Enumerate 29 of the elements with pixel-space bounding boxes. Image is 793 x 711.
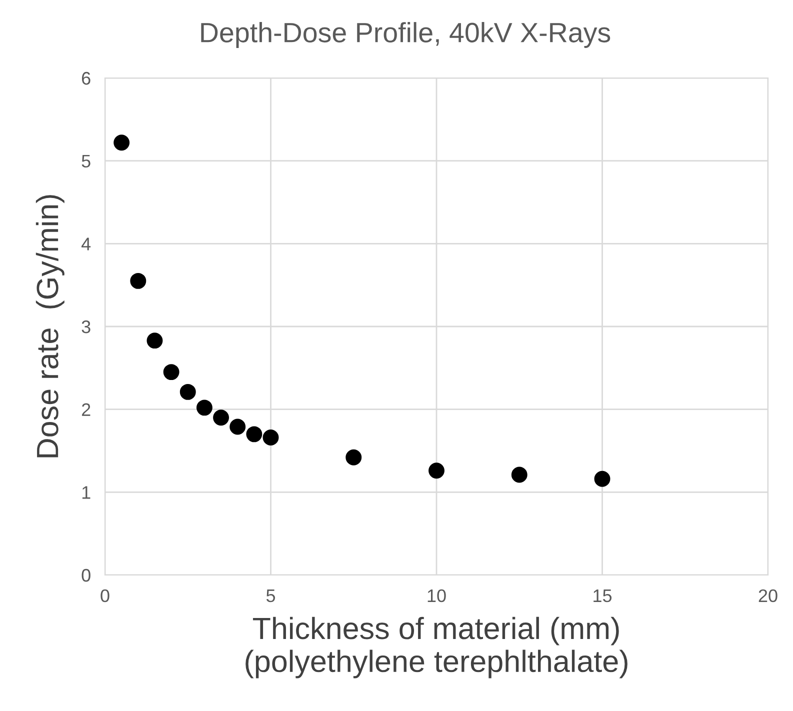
x-tick-label: 10 (428, 589, 446, 602)
point (213, 410, 230, 426)
point (346, 449, 362, 466)
point (180, 384, 196, 400)
chart-title: Depth-Dose Profile, 40kV X-Rays (201, 22, 610, 48)
x-tick-label: 0 (100, 589, 110, 602)
point (246, 426, 262, 442)
point (163, 364, 180, 380)
y-tick-label: 1 (82, 486, 90, 499)
point (114, 134, 130, 151)
point (146, 332, 163, 349)
point (511, 466, 528, 483)
x-tick-label: 20 (758, 589, 778, 602)
y-tick-label: 5 (82, 154, 90, 168)
y-tick-label: 0 (82, 568, 90, 582)
x-tick-label: 5 (266, 590, 276, 602)
x-axis-title: Thickness of material (mm) (polyethylene terephlthalate) (246, 616, 628, 678)
y-tick-label: 6 (82, 72, 90, 85)
y-tick-label: 2 (82, 403, 90, 416)
point (594, 470, 610, 487)
y-axis-title: Dose rate (Gy/min) (36, 195, 64, 458)
point (130, 272, 146, 289)
point (262, 430, 279, 446)
point (428, 462, 444, 479)
x-tick-label: 15 (594, 590, 612, 602)
point (230, 418, 246, 435)
point (196, 400, 212, 416)
y-tick-label: 4 (81, 238, 91, 250)
y-tick-label: 3 (82, 320, 90, 334)
